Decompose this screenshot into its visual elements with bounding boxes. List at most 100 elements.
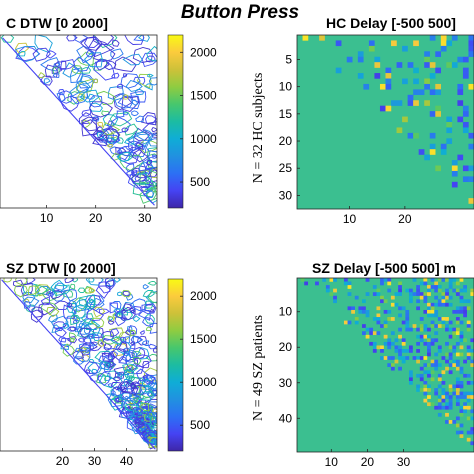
- sz-dtw-contour-line: [113, 308, 121, 314]
- sz-delay-cell: [470, 427, 474, 431]
- sz-delay-cell: [437, 345, 442, 350]
- sz-dtw-contour-line: [81, 317, 96, 326]
- sz-delay-cell: [416, 384, 421, 389]
- hc-delay-cell: [407, 94, 414, 101]
- sz-delay-cell: [376, 331, 381, 336]
- sz-dtw-contour-line: [64, 278, 75, 283]
- sz-delay-cell: [466, 299, 471, 304]
- sz-delay-cell: [419, 377, 424, 382]
- sz-delay-cell: [455, 281, 460, 286]
- hc-delay-cell: [435, 165, 442, 172]
- hc-dtw-contour-line: [18, 50, 26, 57]
- sz-delay-cell: [343, 320, 348, 325]
- hc-dtw-contour-line: [92, 134, 108, 147]
- sz-dtw-contour-line: [101, 337, 119, 350]
- hc-dtw-contour-line: [0, 35, 15, 43]
- hc-delay-cell: [457, 154, 464, 161]
- sz-delay-cell: [401, 320, 406, 325]
- sz-delay-cell: [470, 349, 474, 353]
- hc-delay-cell: [468, 198, 474, 204]
- hc-dtw-contour-line: [92, 35, 115, 46]
- sz-delay-cell: [466, 327, 471, 332]
- sz-delay-cell: [329, 278, 334, 282]
- hc-dtw-contour-line: [101, 122, 121, 136]
- hc-delay-ytick-label: 15: [279, 107, 293, 121]
- hc-delay-cell: [385, 78, 392, 85]
- hc-dtw-contour-line: [56, 92, 66, 102]
- sz-delay-cell: [427, 395, 431, 399]
- sz-dtw-contour-line: [129, 298, 147, 312]
- sz-delay-cell: [387, 288, 392, 293]
- sz-dtw-contour-line: [148, 343, 157, 350]
- hc-dtw-contour-line: [133, 76, 146, 85]
- sz-dtw-contour-line: [109, 336, 123, 345]
- sz-delay-cell: [445, 402, 449, 407]
- sz-delay-cell: [441, 299, 446, 304]
- hc-dtw-contour-line: [131, 175, 142, 183]
- sz-delay-cell: [434, 366, 439, 371]
- sz-dtw-contour-line: [141, 379, 152, 387]
- hc-delay-cell: [429, 132, 436, 139]
- sz-dtw-contour-line: [85, 278, 104, 286]
- sz-dtw-contour-line: [14, 284, 28, 298]
- hc-delay-cell: [462, 127, 469, 134]
- sz-delay-ytick-label: 20: [279, 340, 293, 354]
- sz-delay-cell: [423, 292, 428, 296]
- sz-delay-cell: [470, 292, 474, 296]
- hc-delay-cell: [396, 100, 403, 106]
- sz-delay-cell: [445, 420, 449, 424]
- sz-delay-cell: [448, 295, 453, 300]
- sz-delay-cell: [423, 398, 428, 403]
- sz-delay-cell: [463, 306, 467, 311]
- hc-delay-cell: [418, 149, 425, 155]
- sz-delay-cell: [398, 356, 402, 360]
- sz-delay-cell: [398, 313, 402, 318]
- sz-delay-cell: [398, 288, 402, 293]
- sz-delay-cell: [408, 380, 413, 385]
- hc-delay-cell: [451, 62, 458, 68]
- sz-delay-cell: [423, 391, 428, 396]
- sz-delay-cell: [437, 324, 442, 328]
- sz-delay-cell: [365, 309, 370, 314]
- sz-dtw-contour-line: [35, 283, 50, 297]
- sz-delay-cell: [452, 420, 457, 424]
- sz-delay-cell: [441, 395, 446, 399]
- sz-dtw-contour-line: [53, 321, 67, 330]
- sz-delay-cell: [343, 278, 348, 282]
- sz-dtw-contour-line: [122, 350, 131, 357]
- sz-delay-cell: [434, 309, 439, 314]
- sz-delay-cell: [459, 391, 464, 396]
- hc-delay-cell: [413, 78, 419, 85]
- hc-delay-cell: [385, 105, 392, 112]
- sz-delay-cell: [430, 359, 435, 364]
- hc-delay-cell: [468, 45, 474, 52]
- sz-delay-cell: [441, 295, 446, 300]
- hc-delay-cell: [335, 67, 342, 74]
- hc-delay-cell: [379, 105, 386, 112]
- hc-delay-cell: [435, 89, 442, 96]
- sz-dtw-contour-line: [145, 353, 157, 362]
- sz-delay-cell: [466, 345, 471, 350]
- sz-dtw-contour-line: [132, 397, 139, 403]
- sz-delay-cell: [405, 349, 410, 353]
- hc-delay-cell: [413, 67, 419, 74]
- sz-dtw-contour-line: [46, 306, 60, 318]
- sz-delay-cell: [463, 285, 467, 289]
- sz-dtw-contour-line: [69, 314, 81, 326]
- sz-delay-cell: [466, 398, 471, 403]
- sz-delay-cell: [405, 327, 410, 332]
- hc-dtw-contour-line: [122, 53, 143, 66]
- sz-dtw-contour-line: [79, 327, 91, 339]
- hc-dtw-contour-line: [107, 137, 116, 144]
- sz-delay-cell: [441, 370, 446, 375]
- sz-dtw-contour-line: [110, 397, 124, 411]
- sz-delay-cell: [466, 437, 471, 442]
- sz-delay-cell: [452, 331, 457, 336]
- sz-delay-cell: [398, 281, 402, 286]
- hc-dtw-contour-line: [144, 186, 153, 192]
- sz-delay-cell: [459, 320, 464, 325]
- sz-delay-cell: [437, 398, 442, 403]
- hc-dtw-contour-line: [76, 73, 95, 89]
- sz-delay-title: SZ Delay [-500 500] m: [312, 260, 456, 276]
- sz-dtw-contour-line: [12, 279, 23, 288]
